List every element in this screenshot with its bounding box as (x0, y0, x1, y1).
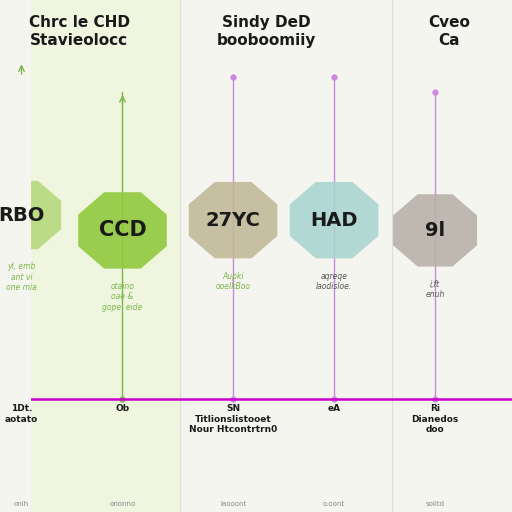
Text: i,ft
enuh: i,ft enuh (425, 280, 445, 299)
Text: SN
Titlionslistooet
Nour Htcontrtrn0: SN Titlionslistooet Nour Htcontrtrn0 (189, 404, 277, 434)
Text: HAD: HAD (310, 210, 358, 230)
Text: ononno: ononno (110, 501, 136, 507)
Text: Ob: Ob (115, 404, 130, 414)
Text: solitd: solitd (425, 501, 444, 507)
Text: CCD: CCD (99, 220, 146, 241)
Text: laooont: laooont (220, 501, 246, 507)
Text: 9l: 9l (425, 221, 445, 240)
Polygon shape (189, 182, 278, 259)
Text: Ri
Dianedos
doo: Ri Dianedos doo (412, 404, 459, 434)
Polygon shape (0, 181, 61, 249)
Text: o.oont: o.oont (323, 501, 345, 507)
Text: otaino
oae &
gope. eide: otaino oae & gope. eide (102, 282, 143, 312)
Text: 27YC: 27YC (206, 210, 261, 230)
Text: 1Dt.
aotato: 1Dt. aotato (5, 404, 38, 424)
Text: onih: onih (14, 501, 29, 507)
Text: aqreqe
laodisloe.: aqreqe laodisloe. (316, 272, 352, 291)
Text: Aupki
ooelkBoo: Aupki ooelkBoo (216, 272, 250, 291)
Polygon shape (393, 194, 477, 267)
Polygon shape (290, 182, 378, 259)
Text: Chrc le CHD
Stavieolocc: Chrc le CHD Stavieolocc (29, 15, 130, 48)
Bar (31, 0, 180, 512)
Text: yl, emb
ant vi
one mia: yl, emb ant vi one mia (6, 262, 37, 292)
Polygon shape (78, 192, 167, 269)
Text: eA: eA (328, 404, 340, 414)
Text: Cveo
Ca: Cveo Ca (429, 15, 471, 48)
Text: RBO: RBO (0, 205, 45, 225)
Text: Sindy DeD
booboomiiy: Sindy DeD booboomiiy (217, 15, 316, 48)
